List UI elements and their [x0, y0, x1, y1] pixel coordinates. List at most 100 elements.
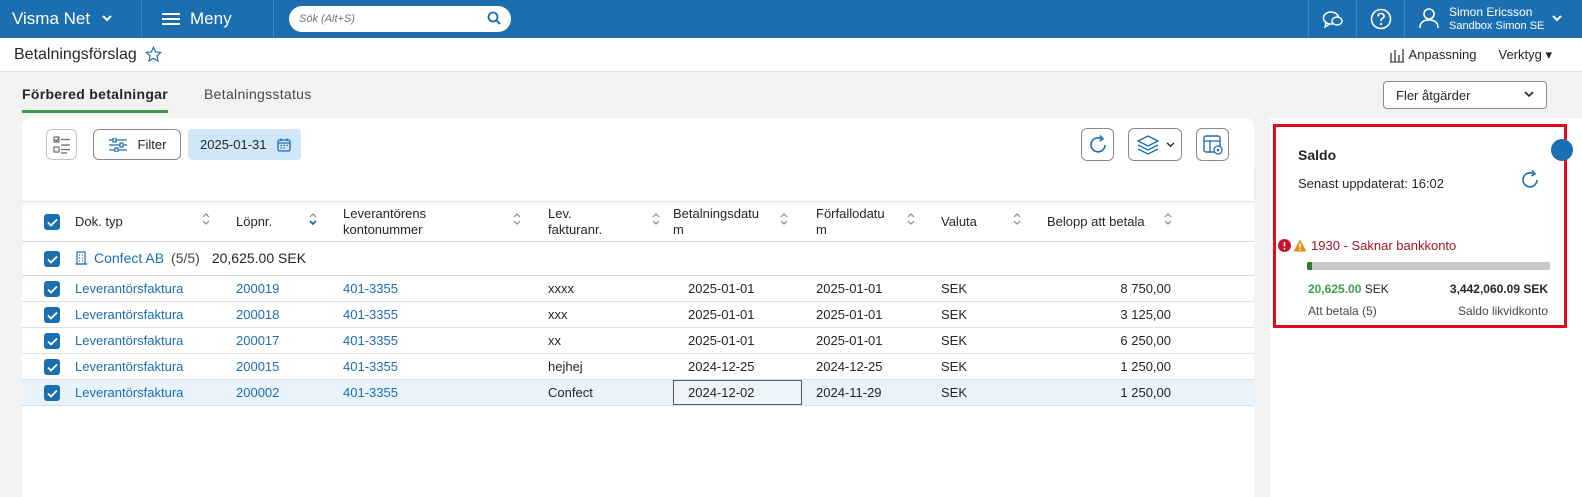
ref-number-link[interactable]: 200017 — [236, 333, 280, 348]
chat-icon[interactable] — [1308, 0, 1356, 38]
filter-button[interactable]: Filter — [93, 129, 181, 160]
payment-date[interactable]: 2025-01-01 — [688, 281, 755, 296]
column-dok-typ-label: Dok. typ — [75, 214, 123, 229]
verktyg-menu[interactable]: Verktyg ▾ — [1498, 47, 1552, 63]
column-konto-label-1: Leverantörens — [343, 206, 427, 221]
table-settings-button[interactable] — [1196, 128, 1229, 161]
column-lev-fakturanr[interactable]: Lev. fakturanr. — [548, 202, 658, 242]
sort-icon[interactable] — [202, 212, 210, 226]
collapse-panel-icon[interactable] — [1551, 139, 1573, 161]
group-checkbox[interactable] — [44, 251, 60, 267]
table-settings-icon — [1202, 134, 1223, 155]
user-company: Sandbox Simon SE — [1449, 20, 1545, 32]
refresh-icon — [1089, 134, 1106, 153]
column-faktnr-label-1: Lev. — [548, 206, 572, 221]
payment-date[interactable]: 2024-12-02 — [688, 385, 755, 400]
ref-number-link[interactable]: 200015 — [236, 359, 280, 374]
sort-icon[interactable] — [1164, 212, 1172, 226]
sliders-icon — [108, 137, 127, 152]
payment-date[interactable]: 2024-12-25 — [688, 359, 755, 374]
chevron-down-icon — [1552, 13, 1563, 25]
page-title: Betalningsförslag — [14, 45, 137, 63]
sort-icon[interactable] — [652, 212, 660, 226]
sort-icon[interactable] — [907, 212, 915, 226]
anpassning-button[interactable]: Anpassning — [1389, 47, 1476, 63]
column-forfallodatum[interactable]: Förfallodatu m — [816, 202, 916, 242]
chevron-down-icon — [102, 13, 112, 25]
user-name: Simon Ericsson — [1449, 5, 1533, 19]
column-leverantorens-kontonummer[interactable]: Leverantörens kontonummer — [343, 202, 513, 242]
payment-date[interactable]: 2025-01-01 — [688, 307, 755, 322]
refresh-icon[interactable] — [1519, 169, 1541, 194]
ref-number-link[interactable]: 200019 — [236, 281, 280, 296]
tab-forbered-betalningar[interactable]: Förbered betalningar — [22, 86, 169, 113]
column-valuta[interactable]: Valuta — [941, 202, 1011, 242]
doc-type-link[interactable]: Leverantörsfaktura — [75, 385, 184, 400]
column-forfall-label-2: m — [816, 222, 827, 237]
sort-icon[interactable] — [513, 212, 521, 226]
warning-icon — [1293, 239, 1307, 252]
doc-type-link[interactable]: Leverantörsfaktura — [75, 307, 184, 322]
building-icon — [75, 251, 87, 265]
sort-descending-icon[interactable] — [309, 212, 317, 226]
row-checkbox[interactable] — [44, 359, 60, 375]
column-faktnr-label-2: fakturanr. — [548, 222, 603, 237]
column-dok-typ[interactable]: Dok. typ — [75, 202, 215, 242]
favorite-star-icon[interactable] — [144, 46, 162, 63]
column-belopp-label: Belopp att betala — [1047, 214, 1145, 229]
supplier-group-row[interactable]: Confect AB (5/5) 20,625.00 SEK — [22, 243, 1254, 276]
search-icon[interactable] — [487, 11, 501, 28]
fler-atgarder-dropdown[interactable]: Fler åtgärder — [1383, 81, 1547, 109]
table-row[interactable]: Leverantörsfaktura 200017 401-3355 xx 20… — [22, 328, 1254, 354]
user-menu[interactable]: Simon Ericsson Sandbox Simon SE — [1404, 0, 1582, 38]
table-row[interactable]: Leverantörsfaktura 200019 401-3355 xxxx … — [22, 276, 1254, 302]
supplier-invoice-number: Confect — [548, 385, 593, 400]
supplier-name-link[interactable]: Confect AB — [94, 250, 165, 266]
column-chooser-icon[interactable] — [46, 129, 77, 160]
row-checkbox[interactable] — [44, 385, 60, 401]
page-header: Betalningsförslag Anpassning Verktyg ▾ — [0, 38, 1582, 72]
column-betalningsdatum[interactable]: Betalningsdatu m — [673, 202, 783, 242]
payment-date-picker[interactable]: 2025-01-31 — [188, 129, 301, 160]
supplier-account-link[interactable]: 401-3355 — [343, 307, 398, 322]
company-switcher[interactable]: Visma Net — [0, 0, 142, 38]
supplier-account-link[interactable]: 401-3355 — [343, 281, 398, 296]
saldo-title: Saldo — [1298, 147, 1337, 163]
table-row[interactable]: Leverantörsfaktura 200015 401-3355 hejhe… — [22, 354, 1254, 380]
row-checkbox[interactable] — [44, 333, 60, 349]
payment-proposal-panel: Filter 2025-01-31 Dok. typ Löpnr. — [22, 118, 1254, 497]
menu-button[interactable]: Meny — [142, 0, 274, 38]
last-updated: Senast uppdaterat: 16:02 — [1298, 176, 1445, 191]
row-checkbox[interactable] — [44, 281, 60, 297]
table-toolbar: Filter 2025-01-31 — [22, 118, 1254, 174]
column-lopnr[interactable]: Löpnr. — [236, 202, 316, 242]
payment-date[interactable]: 2025-01-01 — [688, 333, 755, 348]
column-konto-label-2: kontonummer — [343, 222, 423, 237]
menu-label: Meny — [190, 9, 232, 28]
balance-progress-fill — [1307, 262, 1312, 270]
refresh-button[interactable] — [1081, 128, 1114, 161]
ref-number-link[interactable]: 200018 — [236, 307, 280, 322]
tab-betalningsstatus[interactable]: Betalningsstatus — [204, 86, 312, 102]
ref-number-link[interactable]: 200002 — [236, 385, 280, 400]
supplier-account-link[interactable]: 401-3355 — [343, 385, 398, 400]
search-input[interactable] — [299, 13, 487, 25]
supplier-account-link[interactable]: 401-3355 — [343, 359, 398, 374]
doc-type-link[interactable]: Leverantörsfaktura — [75, 333, 184, 348]
table-row[interactable]: Leverantörsfaktura 200018 401-3355 xxx 2… — [22, 302, 1254, 328]
row-checkbox[interactable] — [44, 307, 60, 323]
due-date: 2025-01-01 — [816, 307, 883, 322]
payment-date-edit-cell[interactable] — [673, 380, 802, 405]
sort-icon[interactable] — [1013, 212, 1021, 226]
column-belopp-att-betala[interactable]: Belopp att betala — [1047, 202, 1167, 242]
sort-icon[interactable] — [780, 212, 788, 226]
select-all-checkbox[interactable] — [44, 214, 60, 230]
currency: SEK — [941, 281, 968, 296]
doc-type-link[interactable]: Leverantörsfaktura — [75, 359, 184, 374]
help-icon[interactable] — [1356, 0, 1404, 38]
layers-menu-button[interactable] — [1128, 128, 1182, 161]
table-row-selected[interactable]: Leverantörsfaktura 200002 401-3355 Confe… — [22, 380, 1254, 406]
supplier-invoice-number: xxxx — [548, 281, 574, 296]
supplier-account-link[interactable]: 401-3355 — [343, 333, 398, 348]
doc-type-link[interactable]: Leverantörsfaktura — [75, 281, 184, 296]
